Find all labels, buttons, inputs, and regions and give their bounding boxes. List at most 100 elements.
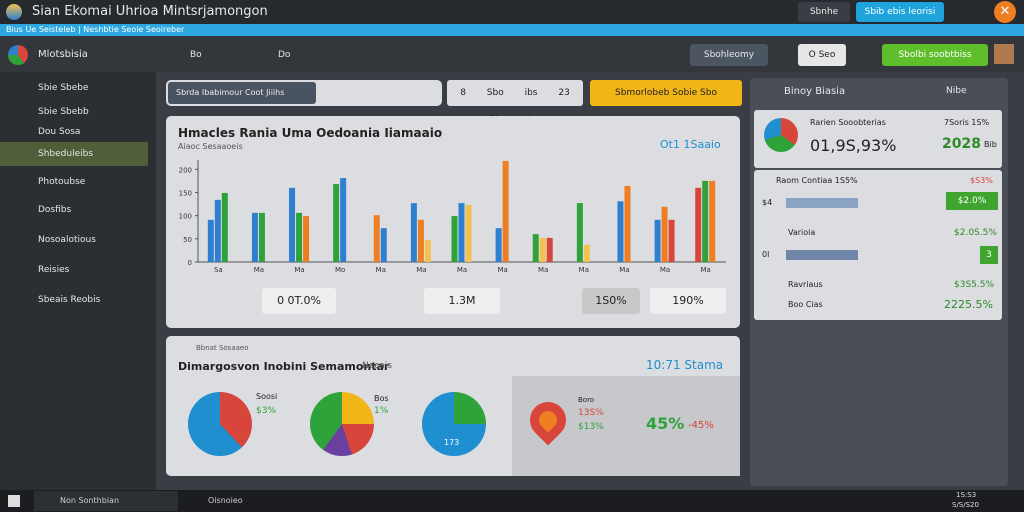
x-tick-label: Ma: [579, 266, 589, 274]
start-button[interactable]: [8, 495, 20, 507]
button[interactable]: O Seo: [798, 44, 846, 66]
sidebar-item[interactable]: Sbeais Reobis: [38, 295, 101, 305]
pie-label: Soosi: [256, 392, 278, 401]
sidebar-item[interactable]: Nosoalotious: [38, 235, 96, 245]
bar: [333, 184, 340, 262]
filter-input[interactable]: Sbrda Ibabimour Coot Jiiihs: [168, 82, 316, 104]
bar: [617, 201, 624, 262]
filter[interactable]: 8 Sbo ibs 23 Sbo ibs: [447, 80, 583, 124]
clock-time: 1S:S3: [956, 491, 977, 499]
button[interactable]: Sbolbi soobtbiss: [882, 44, 988, 66]
button[interactable]: Sbohleomy: [690, 44, 768, 66]
row-label: $4: [762, 198, 773, 207]
row-label: Raom Contiaa 1S5%: [776, 176, 858, 185]
y-tick-label: 200: [179, 166, 192, 174]
search-box[interactable]: Non Sonthbian: [34, 491, 178, 511]
taskbar-app[interactable]: Oisnoieo: [208, 496, 243, 505]
x-tick-label: Sa: [214, 266, 223, 274]
bar: [576, 203, 583, 262]
info-strip: Bius Ue Seisteleb | Neshbtie Seoie Seoir…: [0, 24, 1024, 36]
x-tick-label: Ma: [294, 266, 304, 274]
summary-unit: Bib: [984, 140, 997, 149]
bar: [380, 228, 387, 262]
button[interactable]: Sbib ebis leorisi: [856, 2, 944, 22]
bar: [465, 204, 472, 262]
row-badge: 3: [980, 246, 998, 264]
summary: Rarien Sooobterias 7Soris 1S% 01,9S,93% …: [754, 110, 1002, 168]
toolbar-item[interactable]: Do: [278, 50, 291, 60]
bar: [532, 234, 539, 262]
pie-label: $3%: [256, 406, 277, 416]
x-tick-label: Ma: [254, 266, 264, 274]
big-value: 45%: [646, 414, 685, 433]
bar: [539, 237, 546, 262]
small-value: -45%: [688, 420, 714, 431]
panel-title: Binoy Biasia: [784, 86, 846, 97]
bar: [251, 212, 258, 262]
kpi[interactable]: 1.3M: [424, 288, 500, 314]
sidebar-item[interactable]: Sbie Sbebe: [38, 83, 89, 93]
bar: [258, 212, 265, 262]
bar: [495, 228, 502, 262]
badge: 10:71 Stama: [646, 358, 724, 372]
pie-card: Bbnat Sosaaeo Dimargosvon Inobini Semamo…: [166, 336, 740, 476]
x-tick-label: Ma: [497, 266, 507, 274]
x-tick-label: Mo: [335, 266, 345, 274]
pie: [422, 392, 486, 456]
filter-text: 8 Sbo ibs: [460, 88, 538, 98]
app-icon: [6, 4, 22, 20]
dropdown[interactable]: Nibe: [946, 86, 967, 96]
sidebar-item[interactable]: Photoubse: [38, 177, 86, 187]
sidebar-item[interactable]: Sbie Sbebb: [38, 107, 89, 117]
bar: [502, 160, 509, 262]
kpi[interactable]: 1S0%: [582, 288, 640, 314]
sidebar-item[interactable]: Shbeduleibs: [0, 142, 148, 166]
row-label: 0l: [762, 250, 770, 259]
row-badge: $2.0%: [946, 192, 998, 210]
summary-right: 2028: [942, 136, 981, 152]
row-label: Ravriaus: [788, 280, 823, 289]
bar: [221, 192, 228, 262]
row-value: $2.0S.5%: [954, 228, 997, 238]
pie: [188, 392, 252, 456]
x-tick-label: Ma: [660, 266, 670, 274]
pie-label: Bos: [374, 394, 389, 403]
pie-label: Boro: [578, 396, 595, 404]
sidebar-item[interactable]: Dosfibs: [38, 205, 72, 215]
x-tick-label: Ma: [701, 266, 711, 274]
close-button[interactable]: ✕: [994, 1, 1016, 23]
summary-change: 7Soris 1S%: [944, 118, 990, 127]
kpi[interactable]: 190%: [650, 288, 726, 314]
bar: [340, 178, 347, 262]
bar: [410, 203, 417, 262]
kpi[interactable]: 0 0T.0%: [262, 288, 336, 314]
progress-bar: [786, 250, 858, 260]
bar: [458, 203, 465, 262]
pie-label: 173: [444, 438, 460, 447]
taskbar: Non Sonthbian Oisnoieo 1S:S3 S/S/S20: [0, 490, 1024, 512]
row-value: $S3%: [970, 176, 993, 185]
toolbar-item[interactable]: Bo: [190, 50, 202, 60]
bar: [303, 216, 310, 262]
pie-label: 13S%: [578, 408, 604, 418]
button[interactable]: Sbnhe: [798, 2, 850, 22]
window-title: Sian Ekomai Uhrioa Mintsrjamongon: [32, 4, 268, 19]
y-tick-label: 100: [179, 213, 192, 221]
bar: [546, 237, 553, 262]
clock-date: S/S/S20: [952, 501, 979, 509]
bar-chart: 0 50 100 150 200 Sa Ma Ma Mo Ma Ma Ma Ma Ma Ma Ma Ma Ma: [179, 160, 726, 274]
sidebar-item[interactable]: Reisies: [38, 265, 70, 275]
pie: [310, 392, 374, 456]
bar: [451, 216, 458, 262]
filter[interactable]: Sbmorlobeb Sobie Sbo: [590, 80, 742, 106]
row-label: Varioia: [788, 228, 816, 237]
sidebar-item[interactable]: Dou Sosa: [38, 127, 81, 137]
bar: [417, 219, 424, 262]
x-tick-label: Ma: [538, 266, 548, 274]
card-header: Bbnat Sosaaeo: [196, 344, 249, 352]
bar: [424, 240, 431, 262]
bar: [668, 219, 675, 262]
logo: [8, 45, 28, 65]
bar: [296, 212, 303, 262]
